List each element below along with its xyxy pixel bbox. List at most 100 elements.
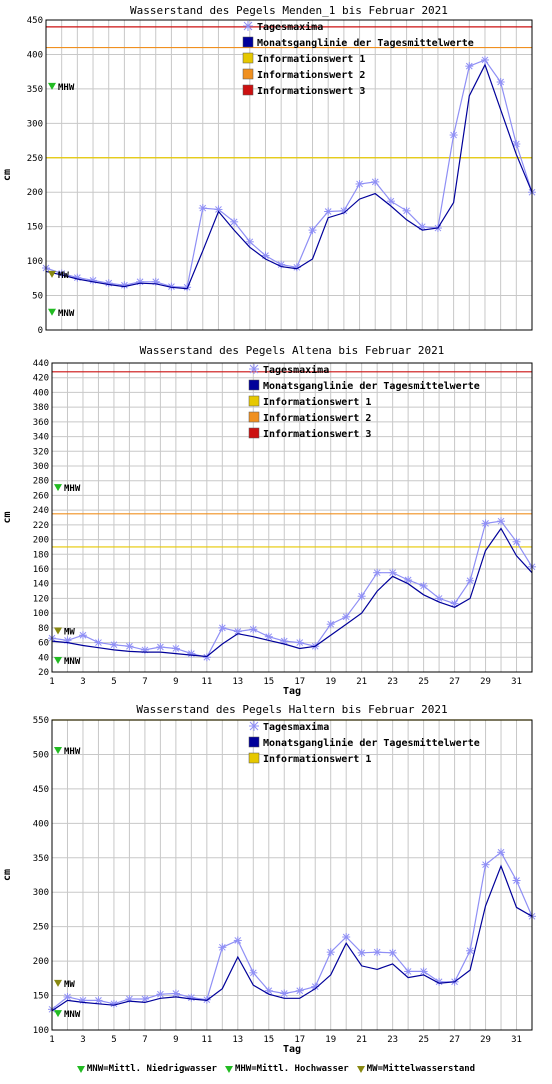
chart-2: Wasserstand des Pegels Altena bis Februa… — [2, 344, 536, 697]
star-stroke — [188, 994, 195, 1001]
star-stroke — [95, 997, 102, 1004]
data-point-star — [230, 217, 239, 226]
star-stroke — [249, 364, 259, 374]
star-stroke — [218, 943, 226, 951]
star-stroke — [450, 131, 457, 139]
footer-mhw: MHW=Mittl. Hochwasser — [224, 1064, 349, 1074]
star-stroke — [373, 569, 381, 577]
star-stroke — [513, 877, 520, 884]
y-tick-label: 40 — [38, 653, 49, 663]
data-point-star — [355, 179, 364, 188]
y-tick-label: 320 — [33, 447, 49, 457]
legend-swatch-info3 — [248, 427, 260, 439]
marker-mnw-label: MNW — [64, 657, 81, 667]
data-point-star — [171, 644, 180, 653]
data-point-star — [480, 55, 489, 64]
data-point-star — [465, 62, 474, 71]
y-tick-label: 500 — [33, 750, 49, 760]
star-stroke — [243, 21, 253, 31]
star-stroke — [324, 208, 332, 215]
legend-swatch-info1 — [242, 52, 254, 64]
star-stroke — [74, 274, 81, 281]
data-point-star — [357, 948, 366, 957]
data-point-star — [140, 645, 149, 654]
y-tick-label: 120 — [33, 594, 49, 604]
x-tick-label: 19 — [325, 1035, 336, 1045]
star-stroke — [199, 204, 207, 212]
marker-mnw-icon — [54, 1010, 62, 1018]
chart-1: Wasserstand des Pegels Menden_1 bis Febr… — [2, 4, 536, 336]
chart-3: Wasserstand des Pegels Haltern bis Febru… — [2, 703, 536, 1055]
star-stroke — [172, 990, 180, 997]
data-point-star — [371, 177, 380, 186]
x-tick-label: 25 — [418, 677, 429, 687]
y-tick-label: 450 — [33, 785, 49, 795]
star-stroke — [64, 993, 71, 1001]
star-stroke — [497, 848, 505, 856]
legend-label-info2: Informationswert 2 — [263, 412, 371, 424]
data-point-star — [308, 226, 317, 235]
footer-mhw-label: MHW=Mittl. Hochwasser — [234, 1064, 349, 1074]
star-stroke — [420, 582, 427, 590]
star-stroke — [249, 969, 257, 977]
x-tick-label: 15 — [263, 677, 274, 687]
star-stroke — [389, 569, 396, 577]
y-tick-label: 20 — [38, 668, 49, 678]
legend-swatch-monatsganglinie — [248, 736, 260, 748]
star-stroke — [215, 206, 222, 213]
y-tick-label: 180 — [33, 550, 49, 560]
data-point-star — [78, 631, 87, 640]
x-tick-label: 11 — [201, 677, 212, 687]
x-tick-label: 15 — [263, 1035, 274, 1045]
x-tick-label: 27 — [449, 1035, 460, 1045]
x-tick-label: 23 — [387, 677, 398, 687]
data-point-star — [342, 612, 351, 621]
star-stroke — [126, 995, 133, 1003]
data-point-star — [249, 968, 258, 977]
plot-border — [51, 362, 533, 673]
marker-mw-label: MW — [64, 980, 75, 990]
y-tick-label: 140 — [33, 580, 49, 590]
series-line-tagesmaxima — [51, 520, 533, 658]
data-point-star — [94, 638, 103, 647]
legend-label-info3: Informationswert 3 — [257, 85, 365, 97]
y-tick-label: 360 — [33, 418, 49, 428]
marker-mhw-icon — [54, 484, 62, 492]
data-point-star — [512, 876, 521, 885]
marker-mnw-label: MNW — [64, 1010, 81, 1020]
y-tick-label: 200 — [33, 536, 49, 546]
data-point-star — [136, 277, 145, 286]
data-point-star — [497, 848, 506, 857]
data-point-star — [171, 989, 180, 998]
star-stroke — [389, 949, 396, 957]
x-tick-label: 27 — [449, 677, 460, 687]
y-tick-label: 80 — [38, 624, 49, 634]
y-tick-label: 300 — [27, 119, 43, 129]
footer-mw: MW=Mittelwasserstand — [356, 1064, 475, 1074]
y-tick-label: 280 — [33, 477, 49, 487]
y-tick-label: 440 — [33, 359, 49, 369]
data-point-star — [357, 592, 366, 601]
footer-mnw: MNW=Mittl. Niedrigwasser — [76, 1064, 217, 1074]
star-stroke — [95, 639, 102, 646]
y-tick-label: 400 — [33, 819, 49, 829]
data-point-star — [89, 276, 98, 285]
star-stroke — [141, 995, 149, 1003]
legend-star-icon — [243, 21, 253, 31]
marker-mhw-label: MHW — [64, 484, 81, 494]
series-line-monatsganglinie — [51, 527, 533, 658]
data-point-star — [218, 623, 227, 632]
legend-label-info1: Informationswert 1 — [263, 753, 371, 765]
star-stroke — [497, 78, 504, 86]
data-point-star — [481, 519, 490, 528]
data-point-star — [339, 206, 348, 215]
star-stroke — [482, 861, 489, 869]
x-tick-label: 1 — [49, 677, 54, 687]
legend-label-info2: Informationswert 2 — [257, 69, 365, 81]
star-stroke — [342, 613, 350, 621]
marker-mnw-label: MNW — [58, 309, 75, 319]
data-point-star — [419, 581, 428, 590]
star-stroke — [58, 270, 66, 277]
data-point-star — [125, 642, 134, 651]
star-stroke — [234, 628, 242, 635]
